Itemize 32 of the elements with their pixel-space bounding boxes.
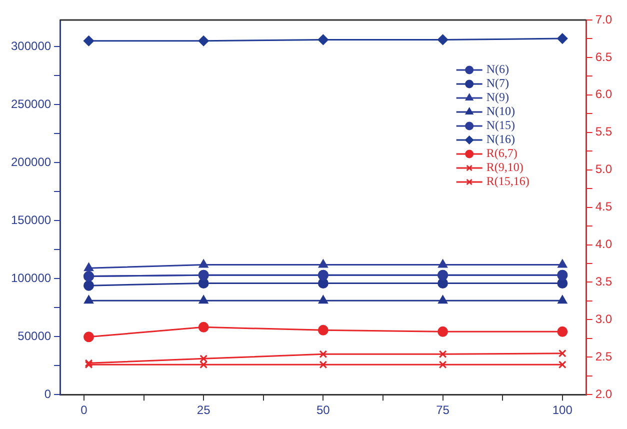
y-tick-label: 200000 (10, 154, 52, 169)
y-tick-label: 150000 (10, 212, 52, 227)
legend-label: N(9) (486, 90, 509, 104)
x-tick-label: 0 (80, 403, 88, 418)
x-tick-label: 75 (436, 403, 450, 418)
x-tick-label: 25 (196, 403, 211, 418)
y-tick-label: 250000 (10, 96, 52, 111)
legend-label: N(10) (486, 104, 515, 118)
y2-tick-label: 5.5 (595, 124, 612, 139)
legend-label: N(6) (486, 62, 509, 76)
y2-tick-label: 3.0 (595, 312, 612, 326)
x-tick-label: 50 (316, 403, 330, 418)
y2-tick-label: 7.0 (595, 12, 612, 26)
y-tick-label: 50000 (18, 328, 52, 343)
y2-tick-label: 2.0 (595, 386, 612, 401)
legend-label: N(15) (486, 118, 515, 132)
y2-tick-label: 6.5 (595, 50, 612, 64)
legend-label: R(6,7) (486, 146, 518, 160)
y2-tick-label: 3.5 (595, 274, 612, 289)
y2-tick-label: 5.0 (595, 162, 612, 176)
x-tick-label: 100 (552, 403, 573, 418)
legend-label: R(15,16) (486, 174, 530, 188)
y2-tick-label: 4.0 (595, 237, 612, 252)
y2-tick-label: 6.0 (595, 87, 612, 102)
legend-label: N(16) (486, 132, 515, 146)
legend-label: R(9,10) (486, 160, 524, 174)
y2-tick-label: 2.5 (595, 349, 612, 364)
legend-label: N(7) (486, 76, 509, 90)
y-tick-label: 300000 (10, 38, 52, 53)
y2-tick-label: 4.5 (595, 200, 612, 214)
y-tick-label: 100000 (10, 270, 52, 285)
y-tick-label: 0 (44, 386, 52, 401)
